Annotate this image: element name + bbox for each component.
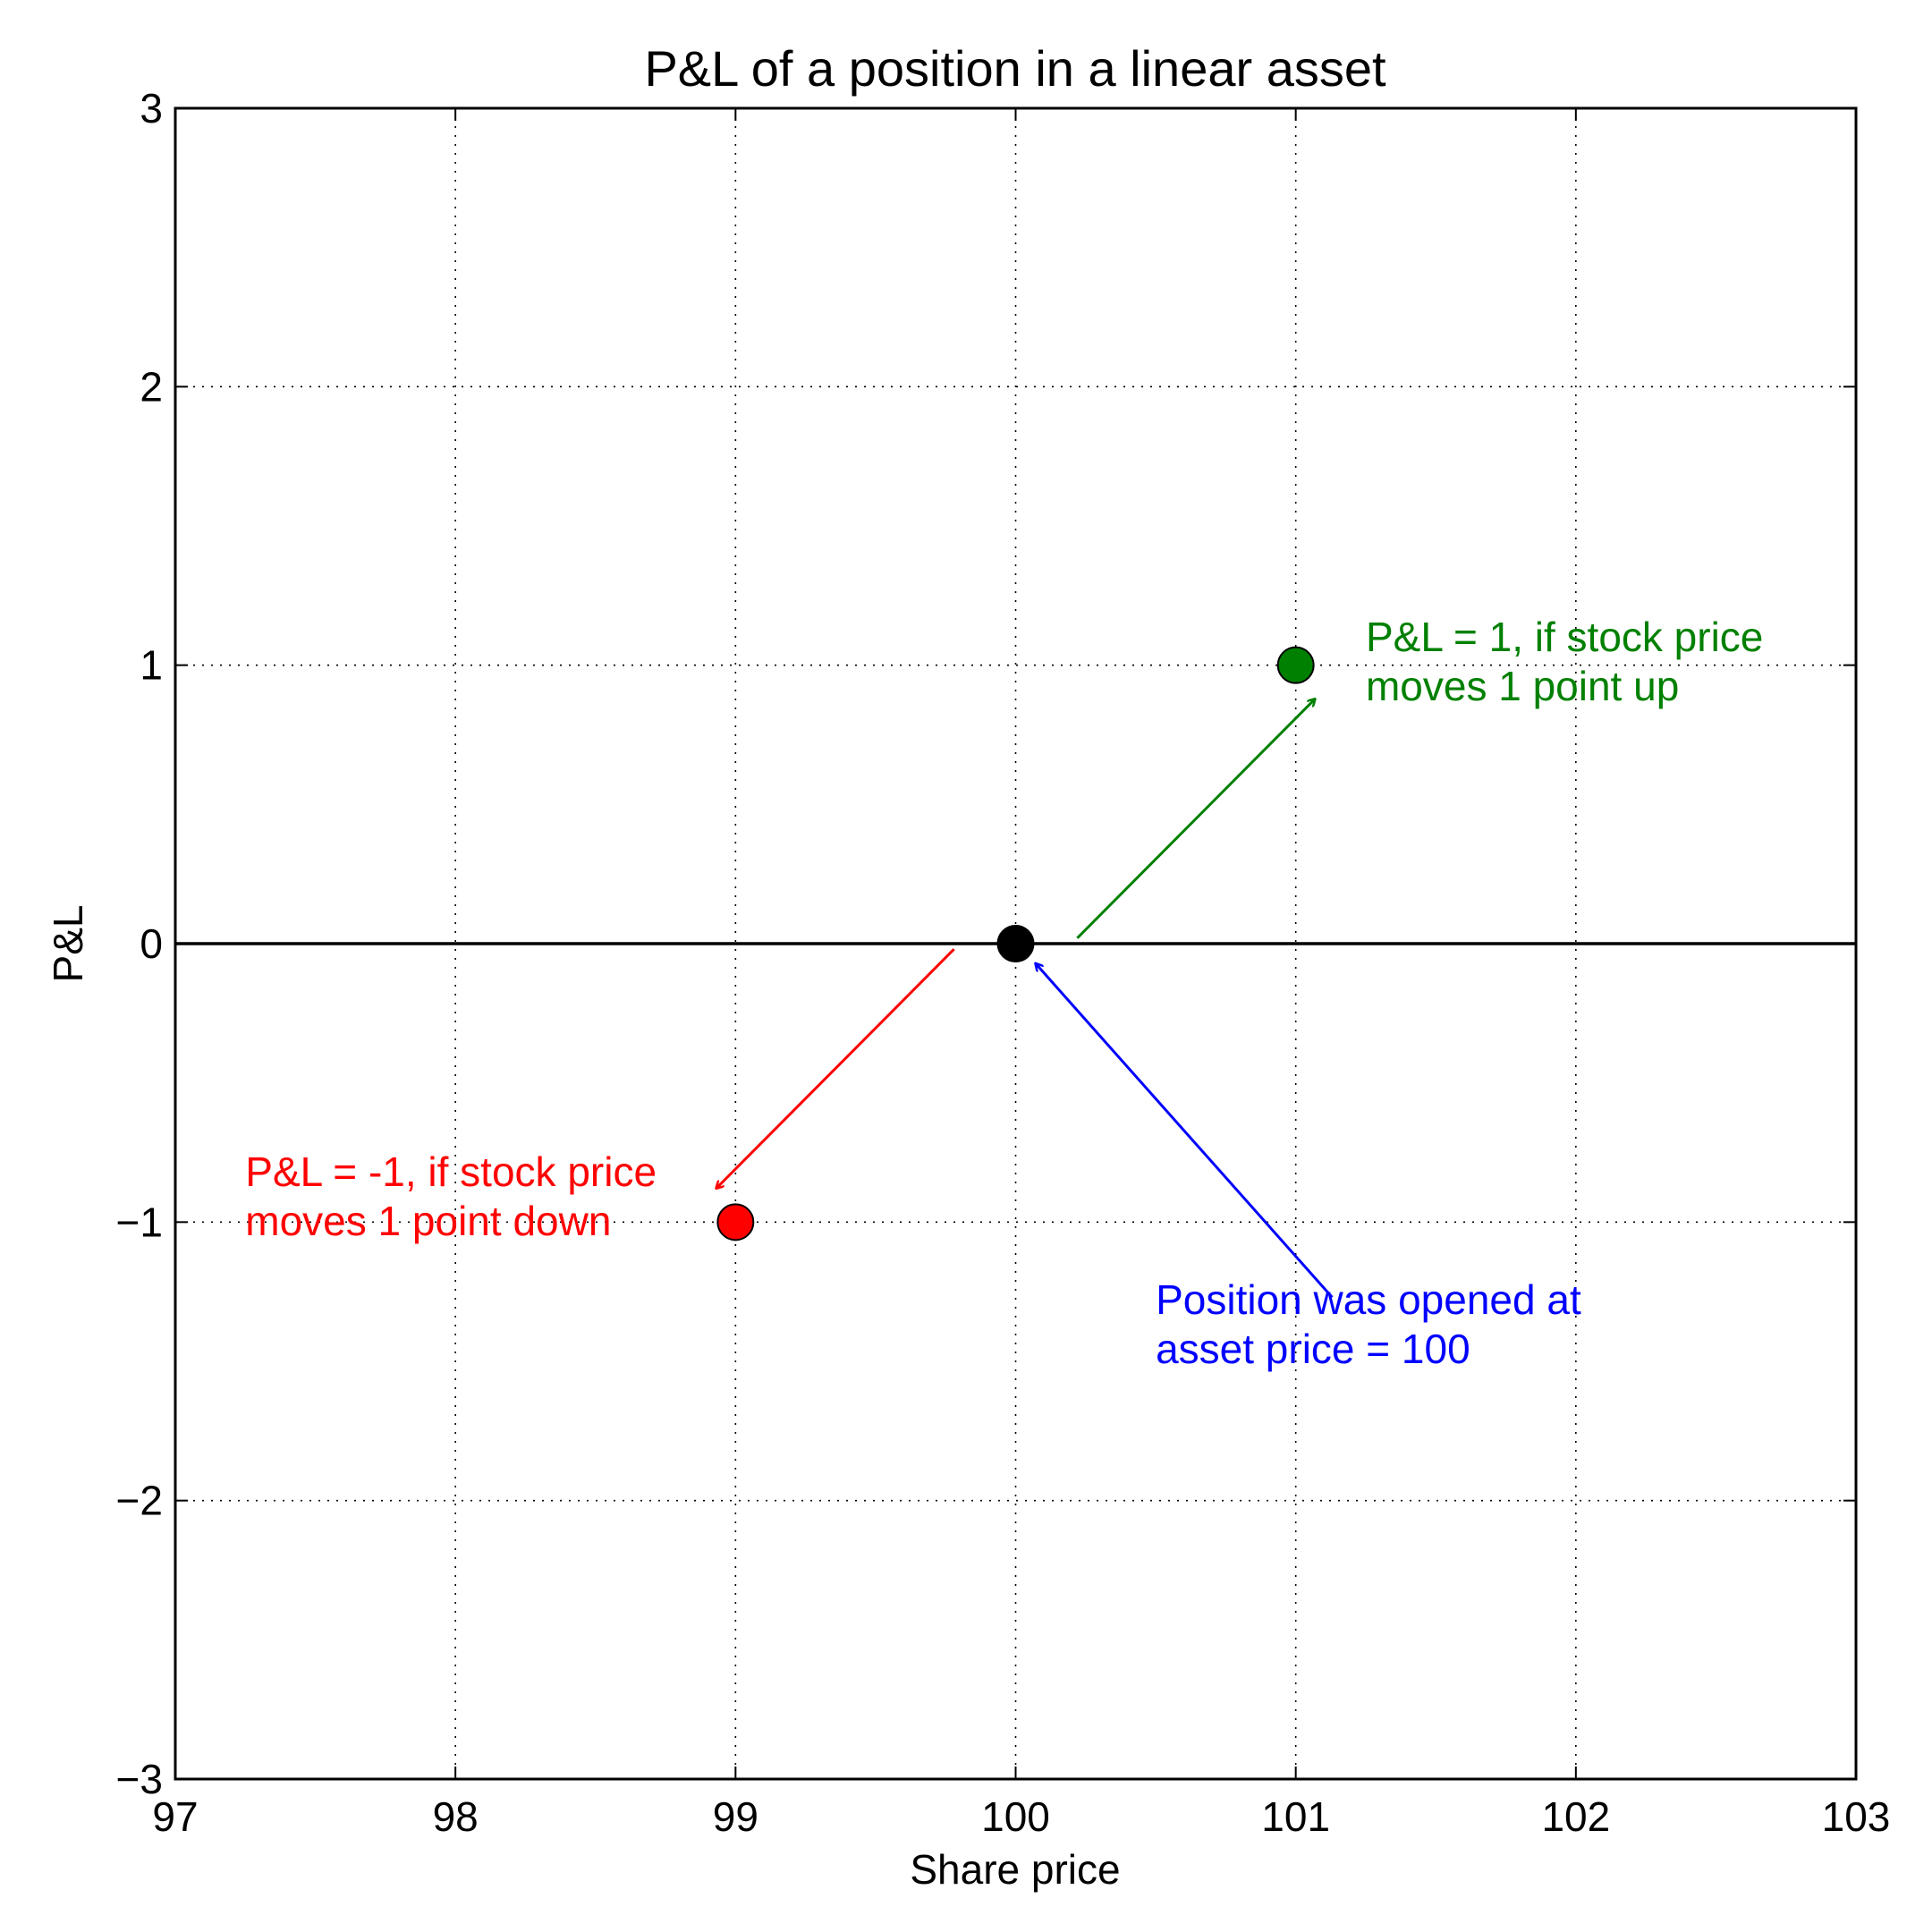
grid-lines (175, 108, 1856, 1779)
annotation-text-2: Position was opened at asset price = 100 (1156, 1276, 1581, 1372)
y-tick-label-2: −1 (116, 1199, 163, 1245)
annotation-text-0: P&L = 1, if stock price moves 1 point up (1366, 614, 1763, 709)
y-tick-label-0: −3 (116, 1756, 163, 1802)
annotation-arrow-0 (1076, 699, 1315, 939)
annotation-line-2-1: asset price = 100 (1156, 1326, 1470, 1372)
x-tick-labels: 97 98 99 100 101 102 103 (152, 1793, 1890, 1840)
chart-title: P&L of a position in a linear asset (644, 40, 1386, 97)
y-tick-label-5: 2 (140, 363, 163, 410)
y-axis-label: P&L (45, 905, 91, 983)
annotation-line-1-0: P&L = -1, if stock price (245, 1148, 657, 1195)
x-tick-label-6: 103 (1822, 1793, 1891, 1840)
y-tick-labels: −3 −2 −1 0 1 2 3 (116, 85, 163, 1802)
annotation-arrows (716, 699, 1334, 1299)
x-tick-label-2: 99 (713, 1793, 758, 1840)
x-tick-label-3: 100 (981, 1793, 1050, 1840)
x-tick-label-1: 98 (433, 1793, 479, 1840)
x-axis-label: Share price (910, 1846, 1120, 1893)
data-point-0 (996, 925, 1035, 962)
axis-ticks (174, 107, 1857, 1780)
annotation-text-1: P&L = -1, if stock price moves 1 point do… (245, 1148, 657, 1244)
x-tick-label-4: 101 (1261, 1793, 1330, 1840)
annotation-arrow-2 (1035, 963, 1334, 1299)
data-points (716, 646, 1315, 1241)
annotation-line-0-1: moves 1 point up (1366, 663, 1679, 709)
annotation-line-2-0: Position was opened at (1156, 1276, 1581, 1323)
y-tick-label-3: 0 (140, 920, 163, 967)
annotation-texts: P&L = 1, if stock price moves 1 point upP… (245, 614, 1763, 1372)
annotation-line-1-1: moves 1 point down (245, 1198, 611, 1244)
x-tick-label-5: 102 (1541, 1793, 1610, 1840)
y-tick-label-4: 1 (140, 642, 163, 689)
y-tick-label-6: 3 (140, 85, 163, 131)
data-point-2 (716, 1203, 755, 1241)
data-point-1 (1276, 646, 1315, 684)
y-tick-label-1: −2 (116, 1478, 163, 1524)
annotation-line-0-0: P&L = 1, if stock price (1366, 614, 1763, 660)
annotation-arrow-1 (716, 948, 955, 1189)
x-tick-label-0: 97 (152, 1793, 198, 1840)
